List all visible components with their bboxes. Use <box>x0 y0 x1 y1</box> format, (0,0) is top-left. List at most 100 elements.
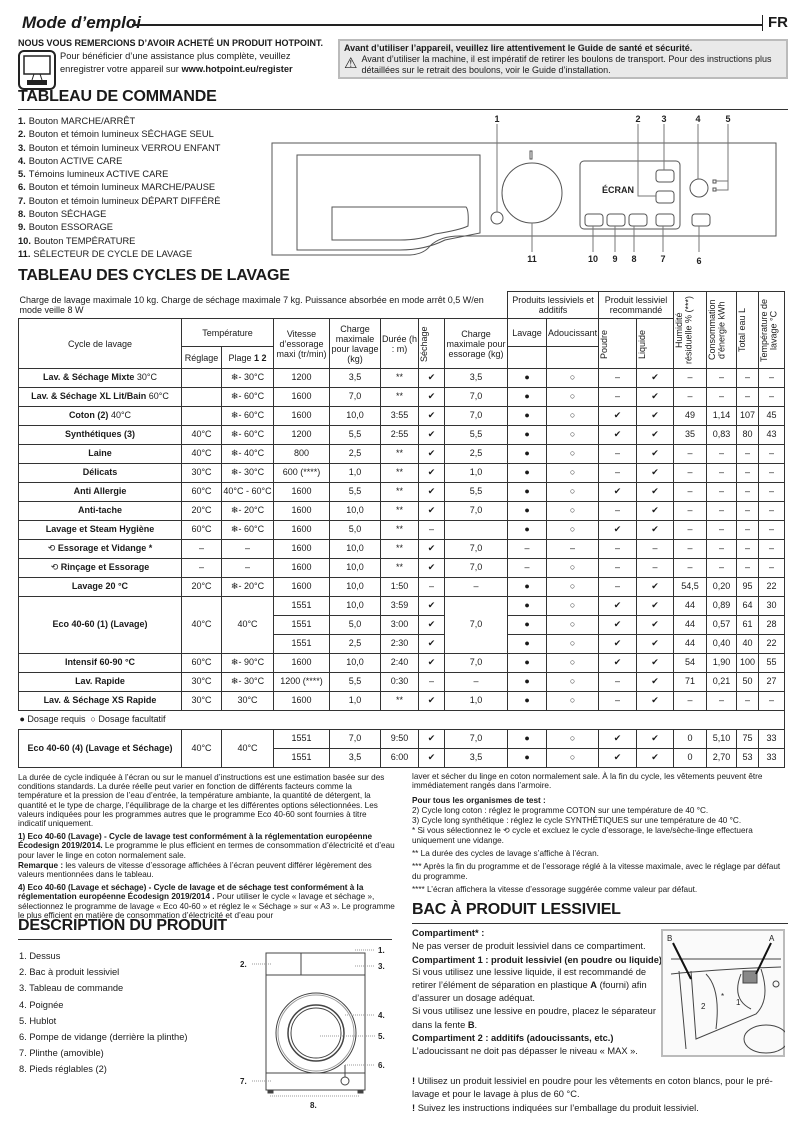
humidity: – <box>673 387 708 407</box>
wash-dose: ● <box>507 444 548 464</box>
wash-dose: ● <box>507 406 548 426</box>
part-a-label: A <box>590 979 598 990</box>
header-range: Plage 1 2 <box>221 346 274 369</box>
max-wash-load: 1,0 <box>329 691 381 711</box>
wash-dose: ● <box>507 520 548 540</box>
energy: 0,40 <box>706 634 738 654</box>
humidity: 0 <box>673 748 708 768</box>
duration: ** <box>380 387 419 407</box>
item-label: Bouton ACTIVE CARE <box>28 155 123 166</box>
delay-start-button <box>655 213 675 227</box>
wash-temp: – <box>758 368 786 388</box>
setting: 30°C <box>181 691 222 711</box>
cycle-name: Lav. Rapide <box>18 672 182 692</box>
energy: – <box>706 520 738 540</box>
setting: 40°C <box>181 729 222 768</box>
knob-indicator <box>529 150 533 160</box>
wash-temp: – <box>758 482 786 502</box>
active-care-button <box>689 178 709 198</box>
wash-temp: 27 <box>758 672 786 692</box>
active-care-led <box>712 187 717 192</box>
register-link[interactable]: www.hotpoint.eu/register <box>181 64 293 74</box>
energy: 0,57 <box>706 615 738 635</box>
display-area <box>579 160 681 230</box>
spin-speed: 1600 <box>273 691 330 711</box>
item-number: 7. <box>18 195 26 206</box>
section-rule <box>412 923 788 924</box>
description-item: 1. Dessus <box>19 951 61 961</box>
duration: ** <box>380 368 419 388</box>
thanks-text: NOUS VOUS REMERCIONS D’AVOIR ACHETÉ UN P… <box>18 38 324 48</box>
note-star-1: * Si vous sélectionnez le <box>412 826 504 835</box>
header-drying: Séchage <box>419 325 430 362</box>
powder: – <box>598 539 638 559</box>
item-number: 10. <box>18 235 31 246</box>
table-row: Lavage et Steam Hygiène 60°C ❄- 60°C 1600 5,… <box>18 520 786 540</box>
note-2: 2) Cycle long coton : réglez le programm… <box>412 806 709 815</box>
callout-number: 2 <box>635 114 640 124</box>
callout-number: 4 <box>695 114 700 124</box>
note-4-title: 4) Eco 40-60 (Lavage et séchage) - Cycle… <box>18 883 364 902</box>
max-wash-load: 5,5 <box>329 672 381 692</box>
humidity: 44 <box>673 615 708 635</box>
spin-speed: 1551 <box>273 729 330 749</box>
wash-dose: ● <box>507 653 548 673</box>
start-pause-button <box>691 213 711 227</box>
figure-label-2: 2 <box>701 1002 706 1011</box>
callout-number: 6 <box>696 256 701 266</box>
softener-dose: ○ <box>546 444 600 464</box>
item-label: Bouton et témoin lumineux DÉPART DIFFÉRÉ <box>28 195 221 206</box>
note-star-1-text: cycle et excluez le cycle d’essorage, le… <box>412 826 753 845</box>
powder: ✔ <box>598 615 638 635</box>
range: 40°C <box>221 596 274 654</box>
panel-outline <box>271 142 777 256</box>
note-intro: La durée de cycle indiquée à l’écran ou … <box>18 773 385 829</box>
liquid: ✔ <box>636 615 675 635</box>
spin-speed: 600 (****) <box>273 463 330 483</box>
max-spin-load: 3,5 <box>443 368 509 388</box>
max-spin-load: 7,0 <box>443 729 509 749</box>
energy: – <box>706 558 738 578</box>
spin-speed: 1600 <box>273 406 330 426</box>
header-range-label: Plage <box>228 352 252 363</box>
drying: ✔ <box>418 444 445 464</box>
range: ❄- 60°C <box>221 406 274 426</box>
powder: ✔ <box>598 406 638 426</box>
drying: ✔ <box>418 387 445 407</box>
compartment-1-text: Si vous utilisez une lessive liquide, il… <box>412 966 647 990</box>
figure-label-star: * <box>721 992 724 1001</box>
cycle-name: Eco 40-60 (4) (Lavage et Séchage) <box>18 729 182 768</box>
drying: ✔ <box>418 596 445 616</box>
header-temperature: Température <box>181 318 274 347</box>
energy: – <box>706 444 738 464</box>
header-humidity: Humidité résiduelle % (***) <box>674 295 694 365</box>
tip-1: Utilisez un produit lessiviel en poudre … <box>412 1076 773 1100</box>
wash-temp: – <box>758 463 786 483</box>
range: ❄- 20°C <box>221 501 274 521</box>
safety-warning-box: Avant d’utiliser l’appareil, veuillez li… <box>338 39 788 79</box>
wash-temp: – <box>758 501 786 521</box>
softener-dose: ○ <box>546 596 600 616</box>
control-list-item: 4. Bouton ACTIVE CARE <box>18 155 220 168</box>
item-label: Témoins lumineux ACTIVE CARE <box>28 169 169 180</box>
energy: – <box>706 501 738 521</box>
softener-dose: ○ <box>546 615 600 635</box>
callout-number: 5. <box>378 1032 385 1041</box>
spin-speed: 1551 <box>273 748 330 768</box>
section-title-description: DESCRIPTION DU PRODUIT <box>18 917 227 934</box>
control-list-item: 9. Bouton ESSORAGE <box>18 221 220 234</box>
control-list-item: 5. Témoins lumineux ACTIVE CARE <box>18 168 220 181</box>
wash-dose: ● <box>507 501 548 521</box>
test-title: Pour tous les organismes de test : <box>412 796 546 805</box>
softener-dose: ○ <box>546 387 600 407</box>
callout-number: 8 <box>631 254 636 264</box>
powder: ✔ <box>598 482 638 502</box>
wash-dose: – <box>507 558 548 578</box>
range: – <box>221 539 274 559</box>
powder: – <box>598 368 638 388</box>
item-number: 2. <box>18 129 26 140</box>
energy: – <box>706 387 738 407</box>
language-code: FR <box>768 14 788 31</box>
setting: 20°C <box>181 577 222 597</box>
item-label: Bouton et témoin lumineux VERROU ENFANT <box>28 142 221 153</box>
